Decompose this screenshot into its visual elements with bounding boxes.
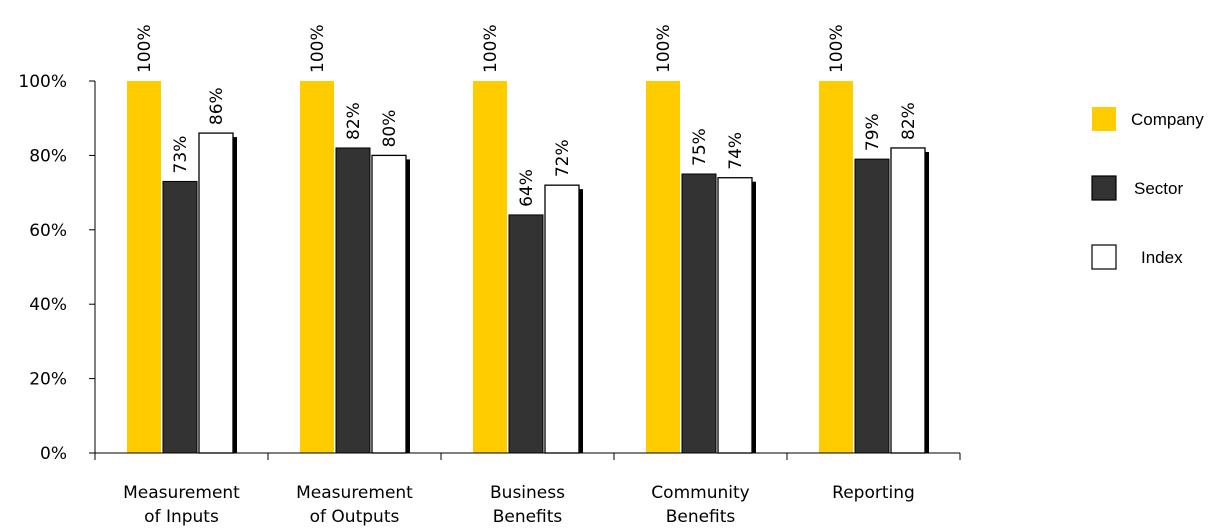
sector-bar	[162, 180, 198, 454]
company-bar	[646, 81, 680, 453]
legend: Company Sector Index	[1091, 107, 1204, 270]
legend-swatch-sector	[1091, 175, 1117, 201]
index-value-label: 74%	[726, 132, 746, 170]
y-tick-label: 60%	[29, 221, 67, 241]
index-bar	[371, 154, 407, 454]
legend-label-sector: Sector	[1134, 179, 1183, 198]
y-tick-label: 80%	[29, 146, 67, 166]
category-label: of Inputs	[144, 507, 219, 527]
category-label: of Outputs	[310, 507, 400, 527]
index-bar	[544, 184, 580, 454]
sector-value-label: 75%	[690, 128, 710, 166]
company-value-label: 100%	[308, 24, 328, 73]
index-bar	[198, 132, 234, 454]
index-bar	[890, 147, 926, 454]
company-value-label: 100%	[827, 24, 847, 73]
company-value-label: 100%	[481, 24, 501, 73]
category-label: Benefits	[493, 507, 563, 527]
legend-swatch-company	[1092, 107, 1116, 131]
category-label: Community	[651, 483, 749, 503]
y-tick-label: 20%	[29, 370, 67, 390]
sector-value-label: 82%	[344, 102, 364, 140]
legend-label-index: Index	[1141, 248, 1183, 267]
index-value-label: 72%	[553, 139, 573, 177]
category-label: Measurement	[123, 483, 240, 503]
legend-swatch-index	[1091, 244, 1117, 270]
category-label: Reporting	[832, 483, 915, 503]
sector-bar	[508, 214, 544, 454]
company-value-label: 100%	[135, 24, 155, 73]
category-label: Business	[490, 483, 565, 503]
sector-bar	[681, 173, 717, 454]
index-value-label: 82%	[899, 102, 919, 140]
axes-layer: 0% 20% 40% 60% 80% 100%	[18, 72, 961, 464]
bars-layer	[127, 81, 929, 454]
y-tick-label: 100%	[18, 72, 67, 92]
index-value-label: 86%	[207, 87, 227, 125]
sector-bar	[335, 147, 371, 454]
y-tick-label: 0%	[40, 444, 67, 464]
index-bar	[717, 177, 753, 454]
category-label: Measurement	[296, 483, 413, 503]
company-bar	[127, 81, 161, 453]
sector-value-label: 73%	[171, 136, 191, 174]
sector-bar	[854, 158, 890, 454]
category-label: Benefits	[666, 507, 736, 527]
y-tick-label: 40%	[29, 295, 67, 315]
legend-label-company: Company	[1131, 110, 1204, 129]
sector-value-label: 79%	[863, 113, 883, 151]
sector-value-label: 64%	[517, 169, 537, 207]
company-bar	[819, 81, 853, 453]
company-value-label: 100%	[654, 24, 674, 73]
company-bar	[300, 81, 334, 453]
company-bar	[473, 81, 507, 453]
index-value-label: 80%	[380, 110, 400, 148]
labels-layer: 100% 73% 86% Measurement of Inputs 100% 82% 80%…	[123, 24, 919, 527]
